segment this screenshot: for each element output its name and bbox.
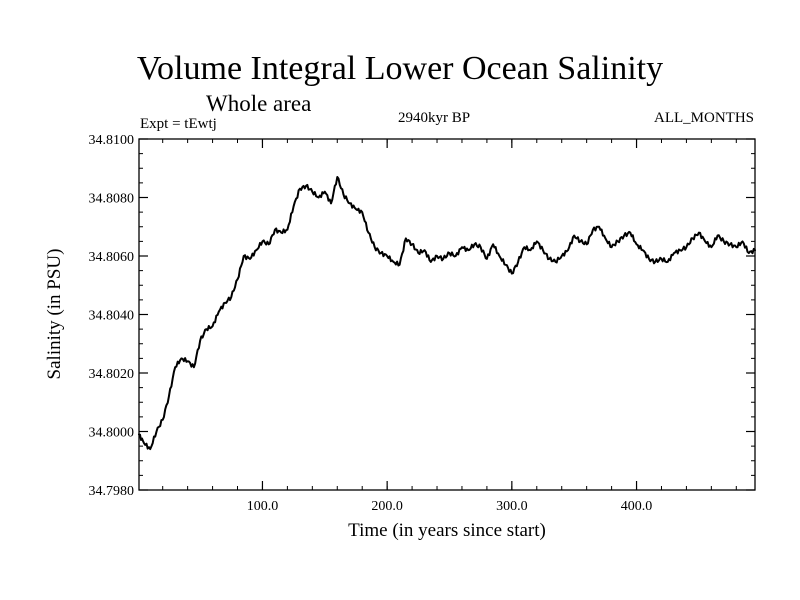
y-tick-label: 34.8100: [89, 133, 135, 148]
y-tick-labels: 34.7980 34.8000 34.8020 34.8040 34.8060 34.80…: [89, 133, 135, 499]
x-tick-label: 300.0: [496, 499, 528, 514]
chart-title: Volume Integral Lower Ocean Salinity: [136, 50, 664, 87]
experiment-label: Expt = tEwtj: [140, 116, 217, 132]
plot-frame: [138, 138, 756, 491]
period-label: 2940kyr BP: [398, 110, 471, 126]
y-tick-label: 34.8000: [89, 426, 135, 441]
y-tick-label: 34.8080: [89, 192, 135, 207]
x-tick-label: 200.0: [371, 499, 403, 514]
y-tick-label: 34.8060: [89, 250, 135, 265]
major-ticks: [139, 138, 755, 491]
y-axis-label: Salinity (in PSU): [44, 249, 65, 380]
x-tick-label: 100.0: [247, 499, 279, 514]
x-tick-labels: 100.0 200.0 300.0 400.0: [247, 499, 653, 514]
y-tick-label: 34.7980: [89, 484, 135, 499]
salinity-series-line: [138, 176, 756, 451]
months-label: ALL_MONTHS: [654, 110, 754, 126]
minor-ticks: [139, 138, 755, 491]
y-tick-label: 34.8040: [89, 309, 135, 324]
y-tick-label: 34.8020: [89, 367, 135, 382]
chart-subtitle: Whole area: [206, 91, 312, 116]
x-axis-label: Time (in years since start): [348, 520, 546, 541]
x-tick-label: 400.0: [621, 499, 653, 514]
